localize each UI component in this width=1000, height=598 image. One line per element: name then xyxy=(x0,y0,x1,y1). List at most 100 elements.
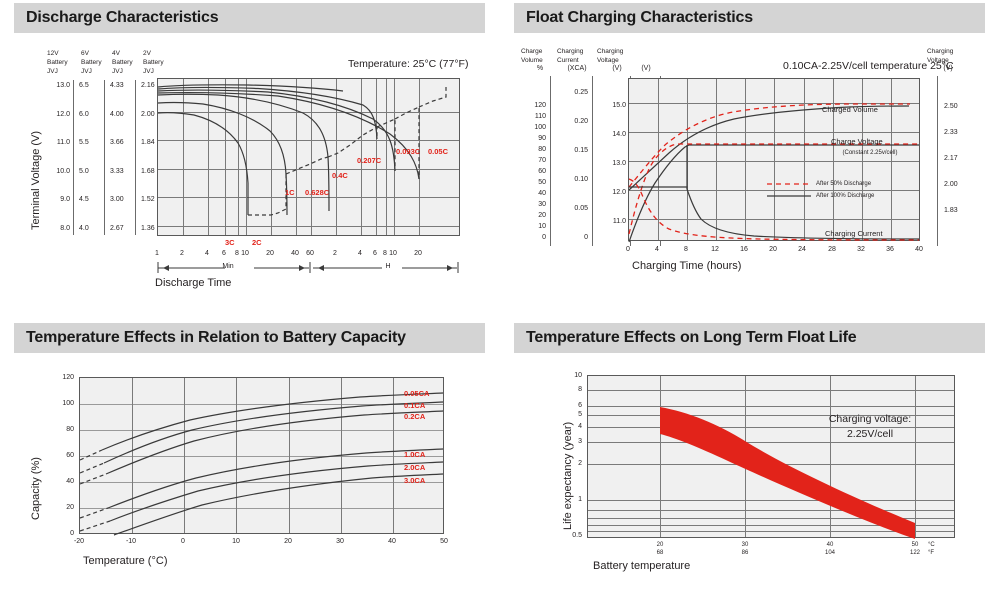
x-tick: 4 xyxy=(205,250,209,257)
scale-rule-charging-current xyxy=(592,76,593,246)
x-tick: 16 xyxy=(740,246,748,253)
scale-tick: 8.0 xyxy=(60,225,70,232)
scale-tick: 3.00 xyxy=(110,196,124,203)
x-tick: 24 xyxy=(798,246,806,253)
legend-lines xyxy=(767,183,811,197)
scale-header-6v: 6V Battery JVJ xyxy=(81,50,102,75)
axis-header-charging-current: Charging Current xyxy=(557,48,584,64)
x-tick: 8 xyxy=(235,250,239,257)
y-tick: 40 xyxy=(66,478,74,485)
y-tick: 40 xyxy=(538,190,546,197)
scale-rule-right xyxy=(937,76,938,246)
scale-tick: 1.84 xyxy=(141,139,155,146)
y-tick: 0.05 xyxy=(574,205,588,212)
curve-label-005ca: 0.05CA xyxy=(404,389,430,398)
y-tick: 0 xyxy=(584,234,588,241)
curve-label-04c: 0.4C xyxy=(332,171,348,180)
y-tick: 100 xyxy=(534,124,546,131)
y-tick: 15.0 xyxy=(612,102,626,109)
scale-tick: 9.0 xyxy=(60,196,70,203)
x-tick: 20 xyxy=(414,250,422,257)
axis-header-right-charging-voltage: Charging Voltage xyxy=(927,48,954,64)
scale-header-12v: 12V Battery JVJ xyxy=(47,50,68,75)
float-curves xyxy=(628,103,920,243)
scale-tick: 4.5 xyxy=(79,196,89,203)
y-tick: 100 xyxy=(62,400,74,407)
y-tick: 4 xyxy=(578,423,582,430)
x-tick: 60 xyxy=(306,250,314,257)
scale-tick: 10.0 xyxy=(56,168,70,175)
scale-tick: 1.68 xyxy=(141,168,155,175)
panel-discharge: Discharge Characteristics 12V Battery JV… xyxy=(0,0,500,300)
scale-tick: 4.33 xyxy=(110,82,124,89)
x-tick: 40 xyxy=(388,538,396,545)
scale-tick: 11.0 xyxy=(56,139,70,146)
annotation-charge-voltage: Charge Voltage xyxy=(831,137,883,146)
y-tick: 12.0 xyxy=(612,189,626,196)
panel-capacity: Temperature Effects in Relation to Batte… xyxy=(0,320,500,598)
y-tick: 0.15 xyxy=(574,147,588,154)
x-tick: 2 xyxy=(180,250,184,257)
panel-float-charging: Float Charging Characteristics Charge Vo… xyxy=(500,0,1000,300)
scale-tick: 5.0 xyxy=(79,168,89,175)
curve-label-3c: 3C xyxy=(225,238,235,247)
panel-title-capacity: Temperature Effects in Relation to Batte… xyxy=(26,329,406,346)
y-tick: 0 xyxy=(70,530,74,537)
x-tick: 36 xyxy=(886,246,894,253)
x-tick: 30 xyxy=(336,538,344,545)
y-tick: 6 xyxy=(578,402,582,409)
y-tick: 2 xyxy=(578,460,582,467)
curve-label-0207c: 0.207C xyxy=(357,156,382,165)
plot-area-floatlife xyxy=(587,375,955,539)
scale-tick: 1.36 xyxy=(141,225,155,232)
x-tick-40: 40 104 xyxy=(824,542,835,556)
x-tick: 12 xyxy=(711,246,719,253)
y-tick: 13.0 xyxy=(612,160,626,167)
capacity-curves xyxy=(79,392,444,536)
y-tick: 2.00 xyxy=(944,181,958,188)
y-tick: 20 xyxy=(538,212,546,219)
y-tick: 14.0 xyxy=(612,131,626,138)
x-tick: 4 xyxy=(358,250,362,257)
scale-rule-4v xyxy=(135,80,136,235)
curve-label-0628c: 0.628C xyxy=(305,188,330,197)
y-tick: 0 xyxy=(542,234,546,241)
scale-header-2v: 2V Battery JVJ xyxy=(143,50,164,75)
x-tick: 10 xyxy=(241,250,249,257)
curve-label-10ca: 1.0CA xyxy=(404,450,426,459)
y-tick: 60 xyxy=(538,168,546,175)
scale-tick: 2.67 xyxy=(110,225,124,232)
plot-area-capacity xyxy=(79,377,444,536)
scale-tick: 4.00 xyxy=(110,111,124,118)
axis-header-charge-volume: Charge Volume xyxy=(521,48,543,64)
y-tick: 0.25 xyxy=(574,89,588,96)
x-tick: 8 xyxy=(383,250,387,257)
y-tick: 0.5 xyxy=(572,532,582,539)
panel-title-floatlife: Temperature Effects on Long Term Float L… xyxy=(526,329,857,346)
x-tick: 50 xyxy=(440,538,448,545)
discharge-curves xyxy=(157,84,447,216)
scale-tick: 3.33 xyxy=(110,168,124,175)
floatlife-band xyxy=(660,407,915,539)
x-tick: 1 xyxy=(155,250,159,257)
y-tick: 110 xyxy=(534,113,546,120)
x-tick: 0 xyxy=(626,246,630,253)
range-label-h: H xyxy=(385,263,391,270)
panel-title-float: Float Charging Characteristics xyxy=(526,9,753,26)
panel-float-life: Temperature Effects on Long Term Float L… xyxy=(500,320,1000,598)
curve-label-01ca: 0.1CA xyxy=(404,401,426,410)
curve-label-30ca: 3.0CA xyxy=(404,476,426,485)
y-tick: 2.17 xyxy=(944,155,958,162)
y-tick: 1 xyxy=(578,496,582,503)
y-tick: 8 xyxy=(578,386,582,393)
scale-tick: 12.0 xyxy=(56,111,70,118)
y-axis-label-capacity: Capacity (%) xyxy=(30,457,42,520)
panel-header-float: Float Charging Characteristics xyxy=(514,3,985,33)
annotation-charging-current: Charging Current xyxy=(825,229,883,238)
panel-header-capacity: Temperature Effects in Relation to Batte… xyxy=(14,323,485,353)
y-tick: 80 xyxy=(538,146,546,153)
curve-label-2c: 2C xyxy=(252,238,262,247)
panel-header-discharge: Discharge Characteristics xyxy=(14,3,485,33)
x-tick: 6 xyxy=(373,250,377,257)
y-tick: 60 xyxy=(66,452,74,459)
